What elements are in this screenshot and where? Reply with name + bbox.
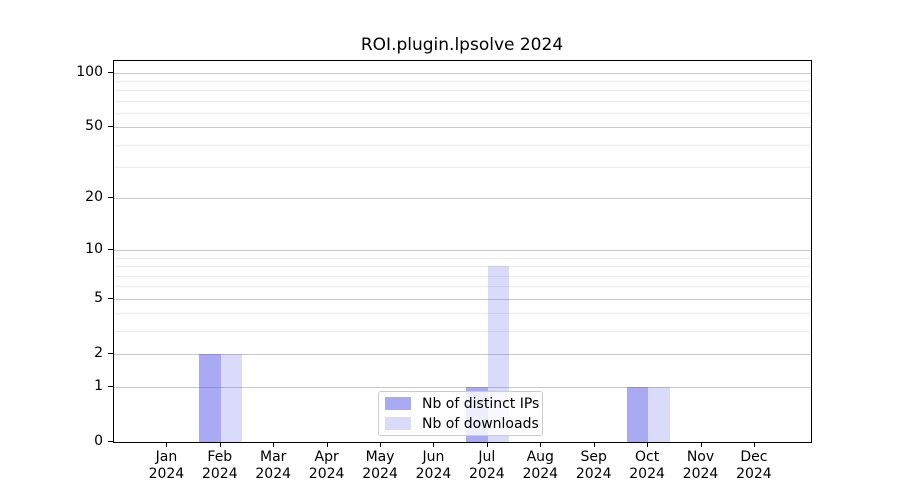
x-tick-mark — [433, 442, 435, 447]
gridline-minor — [114, 113, 811, 115]
x-tick-label: Oct 2024 — [629, 449, 665, 482]
legend-swatch-distinct-ips-icon — [385, 397, 411, 410]
x-tick-mark — [219, 442, 221, 447]
x-tick-mark — [700, 442, 702, 447]
x-tick-mark — [380, 442, 382, 447]
gridline-minor — [114, 331, 811, 333]
x-tick-mark — [166, 442, 168, 447]
x-tick-label: Sep 2024 — [575, 449, 612, 482]
bar-downloads — [648, 386, 670, 442]
y-tick-mark — [108, 297, 113, 299]
gridline-minor — [114, 257, 811, 259]
legend-label-downloads: Nb of downloads — [422, 415, 539, 432]
x-tick-mark — [647, 442, 649, 447]
x-tick-mark — [326, 442, 328, 447]
y-tick-mark — [108, 197, 113, 199]
gridline-minor — [114, 266, 811, 268]
legend: Nb of distinct IPs Nb of downloads — [378, 391, 543, 436]
x-tick-label: Jun 2024 — [415, 449, 452, 482]
y-tick-mark — [108, 71, 113, 73]
x-tick-label: Feb 2024 — [201, 449, 238, 482]
x-tick-label: Nov 2024 — [682, 449, 719, 482]
x-tick-label: Aug 2024 — [522, 449, 559, 482]
bar-distinct-ips — [626, 386, 649, 442]
x-tick-mark — [486, 442, 488, 447]
y-tick-mark — [108, 441, 113, 442]
chart-title: ROI.plugin.lpsolve 2024 — [360, 35, 564, 55]
legend-item-distinct-ips: Nb of distinct IPs — [385, 395, 540, 412]
bar-downloads — [220, 354, 243, 442]
legend-item-downloads: Nb of downloads — [385, 415, 539, 432]
x-tick-mark — [593, 442, 595, 447]
y-tick-label: 0 — [94, 433, 103, 449]
gridline-minor — [114, 144, 811, 146]
y-tick-label: 50 — [85, 118, 103, 135]
plot-area — [113, 60, 812, 443]
y-tick-label: 100 — [76, 63, 103, 80]
y-tick-label: 20 — [85, 189, 103, 206]
x-tick-label: Mar 2024 — [255, 449, 292, 482]
x-tick-label: Apr 2024 — [308, 449, 345, 482]
gridline-minor — [114, 90, 811, 92]
y-tick-label: 5 — [94, 289, 103, 306]
gridline-major — [114, 354, 811, 356]
y-tick-mark — [108, 249, 113, 251]
gridline-minor — [114, 286, 811, 288]
x-tick-mark — [540, 442, 542, 447]
y-tick-label: 10 — [85, 241, 103, 258]
gridline-major — [114, 198, 811, 200]
x-tick-label: Jul 2024 — [469, 449, 505, 482]
gridline-major — [114, 250, 811, 252]
legend-swatch-downloads-icon — [385, 417, 411, 430]
y-tick-label: 2 — [94, 345, 103, 362]
gridline-major — [114, 298, 811, 300]
gridline-major — [114, 386, 811, 388]
x-tick-mark — [273, 442, 275, 447]
gridline-minor — [114, 275, 811, 277]
gridline-major — [114, 72, 811, 74]
x-tick-label: Jan 2024 — [148, 449, 185, 482]
legend-label-distinct-ips: Nb of distinct IPs — [422, 395, 540, 412]
x-tick-label: Dec 2024 — [736, 449, 772, 482]
x-tick-mark — [753, 442, 755, 447]
gridline-minor — [114, 167, 811, 169]
y-tick-mark — [108, 126, 113, 128]
gridline-minor — [114, 313, 811, 315]
gridline-minor — [114, 100, 811, 102]
y-tick-label: 1 — [94, 377, 103, 394]
y-tick-mark — [108, 353, 113, 355]
y-tick-mark — [108, 385, 113, 387]
gridline-minor — [114, 81, 811, 83]
bar-distinct-ips — [199, 354, 221, 442]
x-tick-label: May 2024 — [362, 449, 398, 482]
gridline-major — [114, 127, 811, 129]
